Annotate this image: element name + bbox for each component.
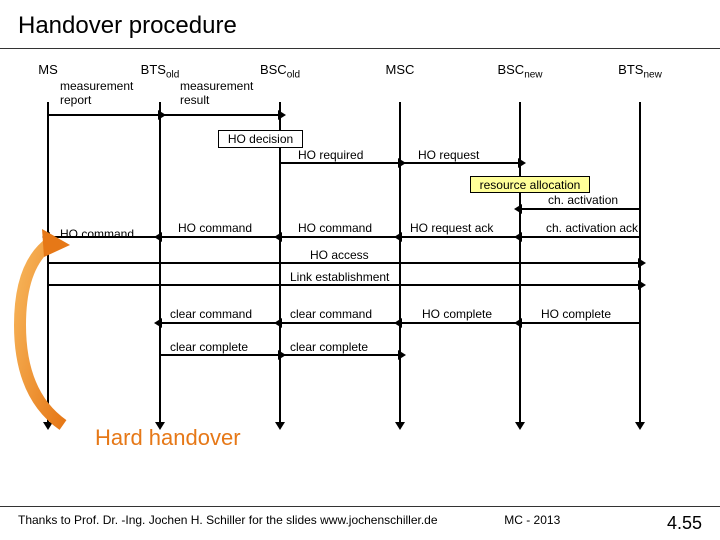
arrow-m15 bbox=[280, 322, 400, 324]
subtitle-hard-handover: Hard handover bbox=[95, 425, 241, 451]
entity-bts2: BTSnew bbox=[618, 62, 662, 81]
box-b2: resource allocation bbox=[470, 176, 590, 193]
arrow-m17 bbox=[160, 354, 280, 356]
sequence-diagram: MS BTSold BSCold MSC BSCnew BTSnew measurement… bbox=[20, 62, 700, 462]
arrow-m16 bbox=[160, 322, 280, 324]
entity-bsc1: BSCold bbox=[260, 62, 300, 81]
arrow-m5 bbox=[520, 208, 640, 210]
footer-course: MC - 2013 bbox=[504, 513, 560, 534]
arrow-m13 bbox=[520, 322, 640, 324]
label-m1: measurementreport bbox=[60, 80, 133, 108]
label-m17: clear complete bbox=[170, 340, 248, 354]
arrow-m7 bbox=[400, 236, 520, 238]
label-m4: HO request bbox=[418, 148, 479, 162]
entity-msc: MSC bbox=[386, 62, 415, 77]
label-m15: clear command bbox=[290, 307, 372, 321]
label-m14: HO complete bbox=[422, 307, 492, 321]
arrow-m14 bbox=[400, 322, 520, 324]
label-m18: clear complete bbox=[290, 340, 368, 354]
arrow-m11 bbox=[48, 262, 640, 264]
label-m7: HO request ack bbox=[410, 221, 493, 235]
label-m3: HO required bbox=[298, 148, 363, 162]
arrow-m12 bbox=[48, 284, 640, 286]
arrow-m3 bbox=[280, 162, 400, 164]
arrow-m2 bbox=[160, 114, 280, 116]
arrow-m4 bbox=[400, 162, 520, 164]
page-number: 4.55 bbox=[667, 513, 702, 534]
label-m11: HO access bbox=[310, 248, 369, 262]
arrow-m9 bbox=[160, 236, 280, 238]
label-m2: measurementresult bbox=[180, 80, 253, 108]
label-m12: Link establishment bbox=[290, 270, 389, 284]
label-m16: clear command bbox=[170, 307, 252, 321]
arrow-m8 bbox=[280, 236, 400, 238]
label-m9: HO command bbox=[178, 221, 252, 235]
label-m13: HO complete bbox=[541, 307, 611, 321]
arrow-m6 bbox=[520, 236, 640, 238]
arrow-m18 bbox=[280, 354, 400, 356]
entity-bts1: BTSold bbox=[141, 62, 180, 81]
label-m5: ch. activation bbox=[548, 193, 618, 207]
label-m6: ch. activation ack bbox=[546, 221, 638, 235]
box-b1: HO decision bbox=[218, 130, 303, 148]
label-m8: HO command bbox=[298, 221, 372, 235]
arrow-m1 bbox=[48, 114, 160, 116]
curved-arrow-icon bbox=[8, 225, 88, 435]
footer: Thanks to Prof. Dr. -Ing. Jochen H. Schi… bbox=[0, 506, 720, 540]
entity-ms: MS bbox=[38, 62, 58, 77]
page-title: Handover procedure bbox=[0, 0, 720, 49]
footer-credits: Thanks to Prof. Dr. -Ing. Jochen H. Schi… bbox=[18, 513, 438, 534]
entity-bsc2: BSCnew bbox=[497, 62, 542, 81]
